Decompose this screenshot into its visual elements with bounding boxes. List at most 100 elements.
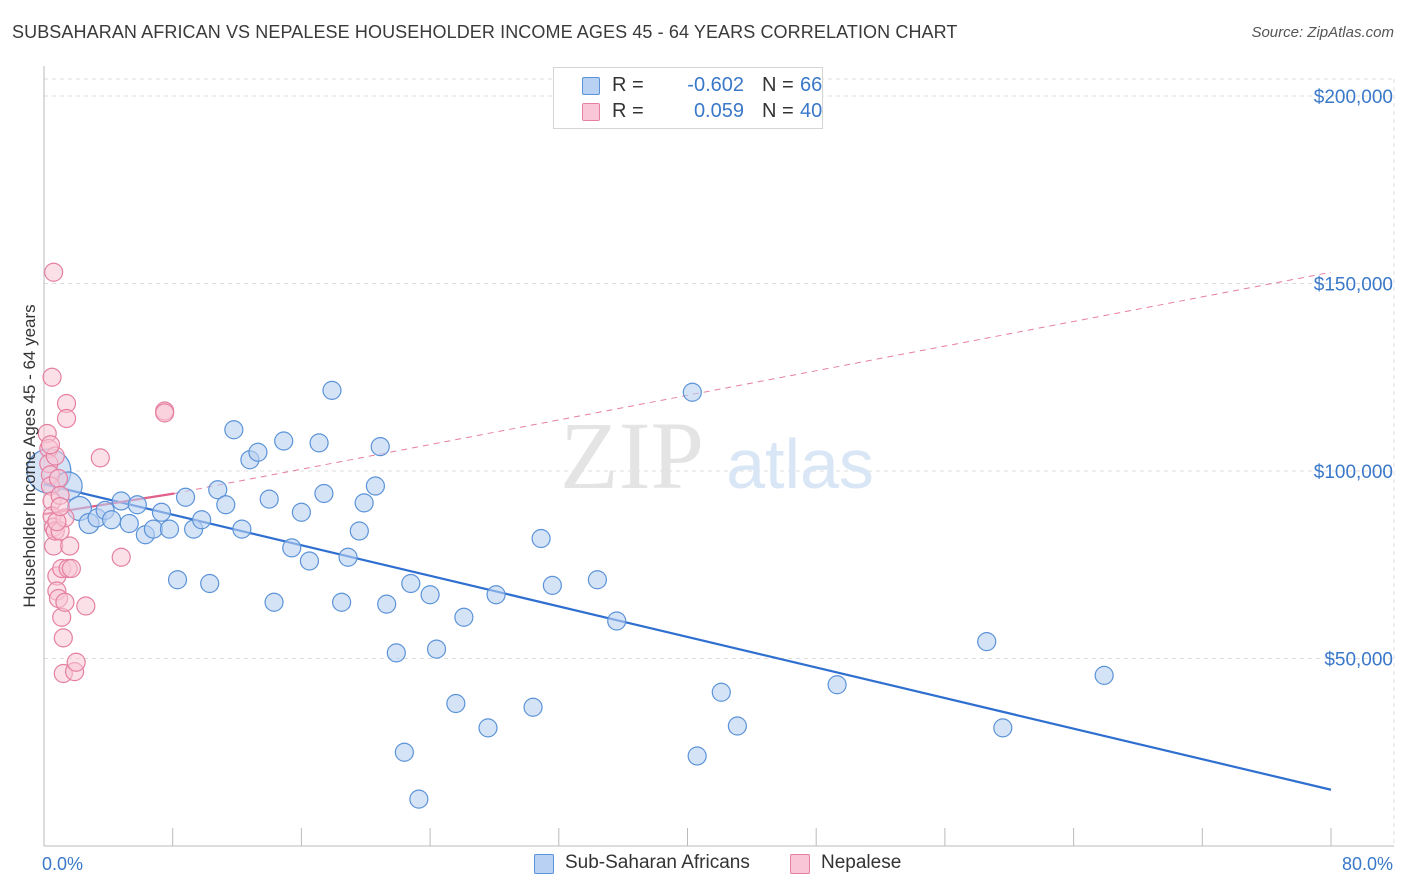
r-value-blue: -0.602 — [687, 74, 744, 96]
r-label: R = — [612, 74, 644, 96]
point-sub-saharan-africans — [1094, 665, 1114, 685]
point-nepalese — [53, 628, 73, 648]
watermark-zip: ZIP — [560, 402, 704, 509]
point-nepalese — [50, 497, 70, 517]
legend-swatch-pink — [790, 854, 810, 874]
point-sub-saharan-africans — [282, 538, 302, 558]
point-sub-saharan-africans — [208, 480, 228, 500]
point-sub-saharan-africans — [682, 382, 702, 402]
axes — [43, 66, 1394, 847]
axis-labels: $50,000 $100,000 $150,000 $200,000 0.0% 80.0%… — [20, 87, 1393, 874]
point-sub-saharan-africans — [542, 575, 562, 595]
point-sub-saharan-africans — [159, 519, 180, 539]
point-sub-saharan-africans — [127, 495, 147, 515]
y-tick-label: $200,000 — [1314, 87, 1393, 108]
point-nepalese — [90, 448, 110, 468]
point-sub-saharan-africans — [711, 682, 731, 702]
x-tick-label-min: 0.0% — [42, 854, 83, 874]
point-nepalese — [155, 403, 175, 423]
n-label: N = — [762, 100, 794, 122]
point-sub-saharan-africans — [827, 675, 847, 695]
point-sub-saharan-africans — [523, 697, 543, 717]
point-sub-saharan-africans — [394, 742, 414, 762]
point-nepalese — [66, 652, 86, 672]
watermark-atlas: atlas — [726, 425, 874, 503]
point-sub-saharan-africans — [587, 570, 608, 590]
legend-swatch-blue — [582, 77, 600, 95]
legend-swatch-pink — [582, 103, 600, 121]
point-sub-saharan-africans — [309, 433, 329, 453]
n-value-pink: 40 — [800, 100, 823, 122]
point-sub-saharan-africans — [259, 489, 279, 509]
point-nepalese — [40, 435, 61, 455]
r-value-pink: 0.059 — [693, 100, 744, 122]
point-sub-saharan-africans — [446, 693, 466, 714]
point-nepalese — [44, 262, 64, 282]
point-nepalese — [48, 468, 69, 489]
point-sub-saharan-africans — [386, 643, 406, 663]
point-sub-saharan-africans — [454, 607, 474, 627]
point-sub-saharan-africans — [349, 521, 369, 541]
point-sub-saharan-africans — [409, 789, 429, 809]
point-sub-saharan-africans — [354, 493, 374, 513]
point-sub-saharan-africans — [192, 510, 212, 530]
point-sub-saharan-africans — [216, 495, 236, 515]
point-nepalese — [55, 592, 75, 612]
point-sub-saharan-africans — [338, 547, 358, 567]
point-nepalese — [42, 367, 62, 387]
correlation-legend: R = -0.602 N = 66 R = 0.059 N = 40 — [553, 67, 823, 129]
point-sub-saharan-africans — [486, 585, 506, 605]
point-sub-saharan-africans — [370, 437, 390, 457]
point-sub-saharan-africans — [727, 716, 747, 736]
trendline-sub-saharan-africans — [43, 483, 1332, 791]
point-sub-saharan-africans — [687, 746, 707, 766]
point-sub-saharan-africans — [314, 483, 334, 504]
legend-label-nepalese: Nepalese — [821, 852, 902, 873]
point-sub-saharan-africans — [322, 380, 342, 400]
point-sub-saharan-africans — [248, 442, 268, 462]
watermark: ZIP atlas — [560, 402, 874, 509]
point-sub-saharan-africans — [993, 718, 1013, 738]
y-axis-label: Householder Income Ages 45 - 64 years — [20, 304, 39, 607]
point-sub-saharan-africans — [224, 420, 244, 440]
point-sub-saharan-africans — [264, 592, 284, 612]
point-sub-saharan-africans — [119, 513, 139, 534]
point-sub-saharan-africans — [420, 585, 440, 605]
point-sub-saharan-africans — [401, 573, 421, 594]
point-sub-saharan-africans — [478, 718, 498, 738]
data-points — [26, 262, 1114, 809]
point-sub-saharan-africans — [531, 528, 551, 549]
point-sub-saharan-africans — [101, 510, 122, 530]
n-label: N = — [762, 74, 794, 96]
source-label: Source: ZipAtlas.com — [1251, 24, 1394, 41]
point-sub-saharan-africans — [232, 519, 252, 539]
point-sub-saharan-africans — [151, 502, 172, 522]
point-sub-saharan-africans — [299, 551, 320, 571]
y-tick-label: $150,000 — [1314, 275, 1393, 296]
point-sub-saharan-africans — [200, 573, 220, 594]
r-label: R = — [612, 100, 644, 122]
point-sub-saharan-africans — [111, 491, 131, 511]
point-nepalese — [56, 408, 77, 429]
point-nepalese — [61, 558, 81, 579]
point-sub-saharan-africans — [274, 431, 294, 451]
point-sub-saharan-africans — [365, 476, 386, 496]
point-sub-saharan-africans — [377, 594, 397, 614]
n-value-blue: 66 — [800, 74, 823, 96]
legend-label-sub-saharan-africans: Sub-Saharan Africans — [565, 852, 750, 873]
x-tick-label-max: 80.0% — [1342, 854, 1393, 874]
point-sub-saharan-africans — [167, 570, 188, 590]
point-sub-saharan-africans — [607, 611, 627, 631]
point-sub-saharan-africans — [291, 502, 311, 522]
point-sub-saharan-africans — [175, 487, 196, 507]
point-sub-saharan-africans — [426, 639, 447, 659]
y-tick-label: $100,000 — [1314, 462, 1393, 483]
chart-title: SUBSAHARAN AFRICAN VS NEPALESE HOUSEHOLD… — [12, 22, 958, 42]
point-nepalese — [76, 596, 96, 616]
legend-swatch-blue — [534, 854, 554, 874]
trendline-nepalese-dashed — [174, 271, 1332, 494]
point-sub-saharan-africans — [143, 519, 163, 539]
point-nepalese — [111, 547, 131, 567]
point-sub-saharan-africans — [332, 592, 352, 612]
